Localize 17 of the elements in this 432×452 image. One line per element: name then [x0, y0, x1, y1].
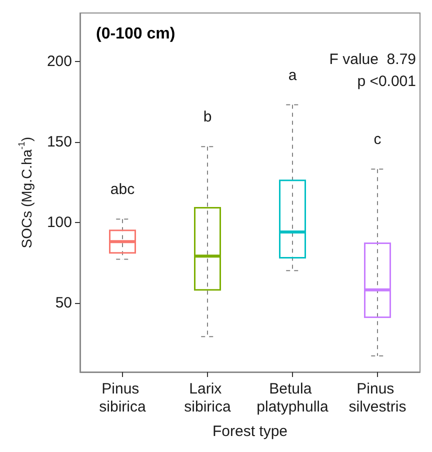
text: (0-100 cm) — [96, 26, 176, 42]
y-tick-label: 100 — [46, 214, 72, 231]
x-tick-label: Pinus sibirica — [99, 380, 146, 416]
y-tick-label: 50 — [55, 294, 72, 312]
x-axis-title: Forest type — [212, 423, 288, 440]
annotation: c — [374, 131, 382, 148]
annotation: abc — [110, 181, 136, 198]
y-tick-label: 200 — [46, 52, 72, 70]
annotation: a — [288, 66, 298, 84]
y-tick-label: 150 — [46, 133, 72, 150]
x-tick-label: Pinus silvestris — [348, 380, 406, 416]
x-tick-label: Larix sibirica — [184, 380, 232, 416]
annotation: F value 8.79 — [329, 51, 416, 68]
x-tick-label: Betula platyphulla — [256, 380, 330, 416]
annotation: p <0.001 — [357, 73, 416, 90]
y-axis-title: SOCs (Mg.C.ha-1) — [16, 136, 34, 248]
annotation: b — [203, 108, 212, 126]
